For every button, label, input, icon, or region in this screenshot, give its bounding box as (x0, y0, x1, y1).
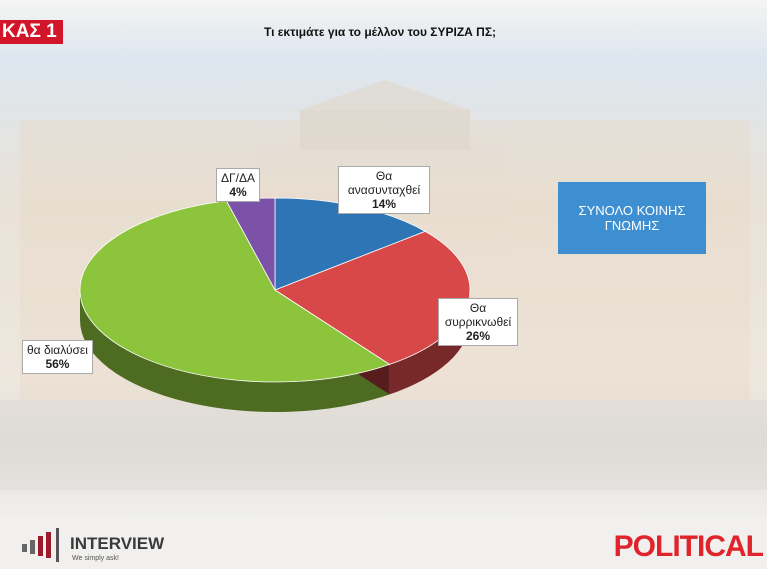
category-label: ΔΓ/ΔΑ (221, 171, 255, 185)
slice-side (79, 290, 390, 413)
value-label: 56% (45, 357, 70, 371)
slice-label: Θα συρρικνωθεί 26% (438, 298, 518, 346)
slice-label: ΔΓ/ΔΑ 4% (216, 168, 260, 202)
category-label: θα διαλύσει (27, 343, 88, 357)
logo-text: INTERVIEW (70, 534, 165, 553)
slice (79, 200, 391, 383)
slice-side (389, 290, 470, 395)
note-box: ΣΥΝΟΛΟ ΚΟΙΝΗΣ ΓΝΩΜΗΣ (558, 182, 706, 254)
logo-slogan: We simply ask! (72, 555, 119, 562)
value-label: 4% (229, 185, 247, 199)
brand: POLITICAL (613, 530, 764, 563)
chart-title: Τι εκτιμάτε για το μέλλον του ΣΥΡΙΖΑ ΠΣ; (263, 25, 497, 39)
value-label: 14% (371, 197, 397, 211)
category-label: Θα συρρικνωθεί (444, 301, 512, 329)
logo-icon (22, 528, 59, 562)
slice-label: θα διαλύσει 56% (22, 340, 93, 374)
value-label: 26% (465, 329, 491, 343)
category-label: Θα ανασυνταχθεί (347, 169, 421, 197)
tag: ΚΑΣ 1 (0, 20, 63, 44)
slice-label: Θα ανασυνταχθεί 14% (338, 166, 430, 214)
